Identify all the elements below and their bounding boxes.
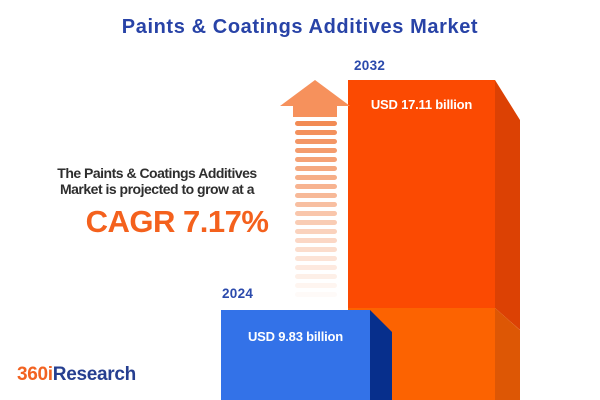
growth-arrow-stripe <box>295 265 337 270</box>
growth-arrow-stripe <box>295 229 337 234</box>
bar-value-2032: USD 17.11 billion <box>370 97 473 112</box>
year-label-2032: 2032 <box>354 58 386 73</box>
bar-2032-front-upper <box>348 80 495 308</box>
bar-2032-side-upper <box>495 80 520 330</box>
year-label-2024: 2024 <box>222 286 254 301</box>
growth-arrow-shoulder <box>293 105 337 117</box>
growth-arrow-stripe <box>295 166 337 171</box>
growth-arrow-stripe <box>295 157 337 162</box>
growth-arrow-stripe <box>295 247 337 252</box>
bar-2024-front <box>221 310 370 400</box>
growth-arrow-stripe <box>295 274 337 279</box>
growth-arrow-stripes <box>295 121 337 301</box>
growth-arrow-stripe <box>295 184 337 189</box>
growth-arrow-stripe <box>295 121 337 126</box>
logo-360iresearch: 360iResearch <box>17 364 136 386</box>
growth-arrow-head-icon <box>280 80 350 106</box>
growth-arrow-stripe <box>295 202 337 207</box>
bar-2024-side <box>370 310 392 400</box>
cagr-value: CAGR 7.17% <box>85 204 269 239</box>
description-block: The Paints & Coatings Additives Market i… <box>32 165 282 240</box>
growth-arrow-stripe <box>295 193 337 198</box>
growth-arrow-stripe <box>295 238 337 243</box>
growth-arrow-stripe <box>295 148 337 153</box>
logo-suffix: Research <box>52 364 136 385</box>
bar-value-2024: USD 9.83 billion <box>247 329 344 344</box>
description-line-2: Market is projected to grow at a <box>59 181 255 197</box>
page-title: Paints & Coatings Additives Market <box>121 16 479 38</box>
logo-prefix: 360i <box>17 364 53 385</box>
growth-arrow-stripe <box>295 283 337 288</box>
growth-arrow-stripe <box>295 256 337 261</box>
growth-arrow-stripe <box>295 139 337 144</box>
growth-arrow-stripe <box>295 292 337 297</box>
growth-arrow-stripe <box>295 211 337 216</box>
growth-arrow-stripe <box>295 220 337 225</box>
growth-arrow-stripe <box>295 175 337 180</box>
growth-arrow-stripe <box>295 130 337 135</box>
description-line-1: The Paints & Coatings Additives <box>57 165 257 181</box>
